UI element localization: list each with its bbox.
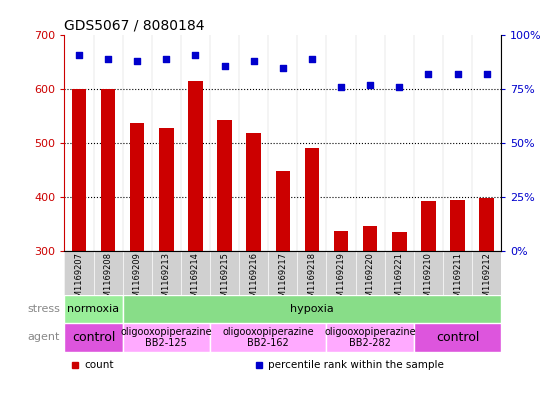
Point: [74, 51, 83, 58]
Point: [453, 71, 462, 77]
Text: GSM1169216: GSM1169216: [249, 252, 258, 309]
Bar: [188, 81, 203, 251]
Bar: [72, 89, 86, 251]
Bar: [479, 198, 494, 251]
Text: GSM1169210: GSM1169210: [424, 252, 433, 308]
Bar: [363, 226, 377, 251]
Bar: [414, 323, 501, 352]
Text: GSM1169214: GSM1169214: [191, 252, 200, 308]
Bar: [334, 231, 348, 251]
Bar: [123, 323, 210, 352]
Point: [337, 84, 346, 90]
Text: GSM1169218: GSM1169218: [307, 252, 316, 309]
Text: GSM1169212: GSM1169212: [482, 252, 491, 308]
Text: oligooxopiperazine
BB2-282: oligooxopiperazine BB2-282: [324, 327, 416, 348]
Text: count: count: [84, 360, 114, 370]
Point: [307, 56, 316, 62]
Point: [162, 56, 171, 62]
Text: GSM1169207: GSM1169207: [74, 252, 83, 309]
Bar: [210, 323, 326, 352]
Text: GDS5067 / 8080184: GDS5067 / 8080184: [64, 19, 205, 33]
Text: percentile rank within the sample: percentile rank within the sample: [268, 360, 444, 370]
Bar: [159, 128, 174, 251]
Text: control: control: [72, 331, 115, 344]
Bar: [276, 171, 290, 251]
Bar: [64, 295, 123, 323]
Point: [482, 71, 491, 77]
Text: GSM1169215: GSM1169215: [220, 252, 229, 308]
Point: [220, 62, 229, 69]
Text: oligooxopiperazine
BB2-162: oligooxopiperazine BB2-162: [222, 327, 314, 348]
Text: hypoxia: hypoxia: [290, 304, 334, 314]
Text: GSM1169217: GSM1169217: [278, 252, 287, 309]
Text: GSM1169220: GSM1169220: [366, 252, 375, 308]
Point: [366, 82, 375, 88]
Point: [191, 51, 200, 58]
Bar: [64, 323, 123, 352]
Bar: [217, 120, 232, 251]
Bar: [326, 323, 414, 352]
Text: stress: stress: [27, 304, 60, 314]
Point: [249, 58, 258, 64]
Bar: [450, 200, 465, 251]
Text: GSM1169208: GSM1169208: [104, 252, 113, 309]
Bar: [101, 89, 115, 251]
Point: [133, 58, 142, 64]
Point: [395, 84, 404, 90]
Text: normoxia: normoxia: [67, 304, 120, 314]
Point: [104, 56, 113, 62]
Text: control: control: [436, 331, 479, 344]
Text: GSM1169209: GSM1169209: [133, 252, 142, 308]
Text: GSM1169211: GSM1169211: [453, 252, 462, 308]
Point: [278, 64, 287, 71]
Bar: [246, 133, 261, 251]
Text: GSM1169219: GSM1169219: [337, 252, 346, 308]
Text: oligooxopiperazine
BB2-125: oligooxopiperazine BB2-125: [120, 327, 212, 348]
Text: GSM1169213: GSM1169213: [162, 252, 171, 309]
Bar: [392, 232, 407, 251]
Text: agent: agent: [27, 332, 60, 342]
Point: [424, 71, 433, 77]
Bar: [421, 202, 436, 251]
Text: GSM1169221: GSM1169221: [395, 252, 404, 308]
Bar: [130, 123, 144, 251]
Bar: [305, 147, 319, 251]
Bar: [123, 295, 501, 323]
